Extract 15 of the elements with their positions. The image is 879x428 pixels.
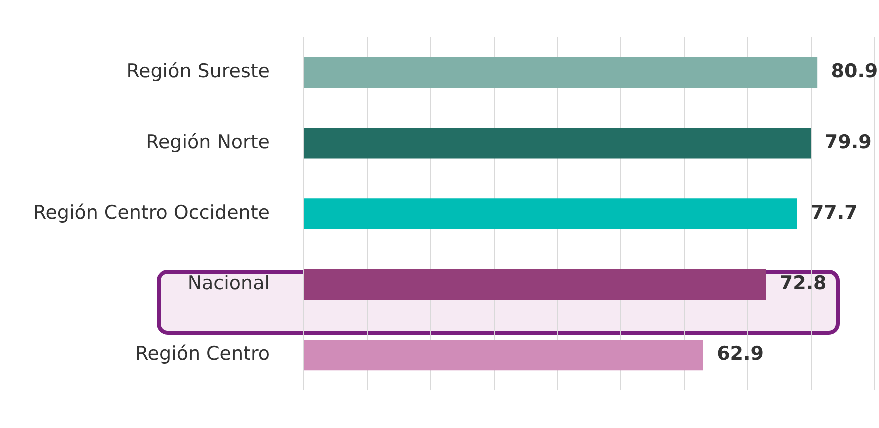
data-label: 62.9 bbox=[717, 343, 764, 366]
bar bbox=[304, 57, 818, 88]
y-tick-label: Región Norte bbox=[146, 131, 270, 154]
bar bbox=[304, 269, 766, 300]
data-label: 72.8 bbox=[780, 272, 827, 295]
y-tick-label: Nacional bbox=[188, 272, 270, 295]
bar bbox=[304, 198, 798, 230]
bar bbox=[304, 128, 812, 159]
data-label: 79.9 bbox=[824, 131, 872, 154]
data-label: 77.7 bbox=[810, 202, 858, 224]
y-tick-label: Región Sureste bbox=[126, 60, 270, 83]
bar bbox=[304, 340, 704, 371]
data-label: 80.9 bbox=[831, 60, 878, 83]
y-tick-label: Región Centro bbox=[135, 343, 270, 366]
y-tick-label: Región Centro Occidente bbox=[33, 202, 270, 224]
